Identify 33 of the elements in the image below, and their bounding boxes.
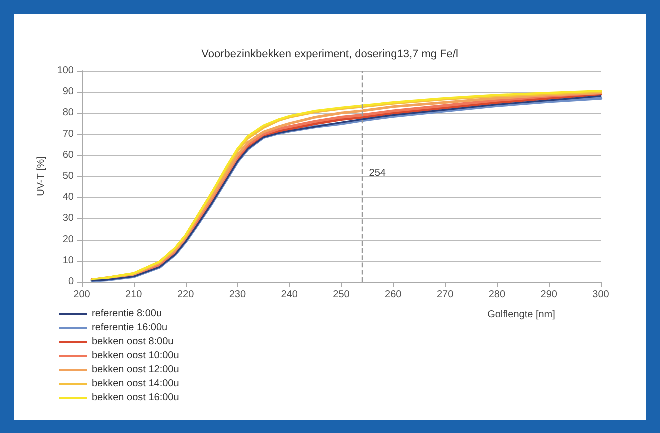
legend-label: bekken oost 16:00u xyxy=(92,392,180,404)
y-axis-title: UV-T [%] xyxy=(36,156,47,196)
x-tick-label: 220 xyxy=(177,290,195,300)
ref-line-label: 254 xyxy=(369,168,386,179)
x-tick-label: 250 xyxy=(333,290,350,300)
y-tick-label: 100 xyxy=(57,66,74,76)
x-tick-label: 260 xyxy=(385,290,402,300)
legend-label: referentie 8:00u xyxy=(92,308,162,320)
x-tick-label: 210 xyxy=(126,290,143,300)
x-tick-label: 300 xyxy=(592,290,610,300)
x-tick-label: 200 xyxy=(74,290,91,300)
y-tick-label: 50 xyxy=(62,171,74,182)
y-tick-label: 80 xyxy=(62,108,74,119)
y-tick-label: 70 xyxy=(62,128,74,140)
legend-label: bekken oost 14:00u xyxy=(92,378,180,390)
y-tick-label: 10 xyxy=(62,255,74,266)
legend-label: bekken oost 12:00u xyxy=(92,364,180,376)
x-axis-title: Golflengte [nm] xyxy=(488,310,556,320)
x-tick-label: 230 xyxy=(229,290,246,300)
chart-title: Voorbezinkbekken experiment, dosering13,7 mg Fe/l xyxy=(202,48,458,60)
y-tick-label: 60 xyxy=(62,150,74,161)
x-tick-label: 240 xyxy=(281,290,298,300)
x-tick-label: 270 xyxy=(436,290,454,300)
y-tick-label: 0 xyxy=(68,276,74,288)
y-tick-label: 90 xyxy=(62,86,74,98)
x-tick-label: 290 xyxy=(540,290,558,300)
y-tick-label: 30 xyxy=(62,213,74,224)
y-tick-label: 40 xyxy=(62,192,74,204)
x-tick-label: 280 xyxy=(488,290,506,300)
legend-label: bekken oost 10:00u xyxy=(92,350,180,362)
legend-label: bekken oost 8:00u xyxy=(92,336,174,348)
legend-label: referentie 16:00u xyxy=(92,322,168,334)
y-tick-label: 20 xyxy=(62,234,74,246)
